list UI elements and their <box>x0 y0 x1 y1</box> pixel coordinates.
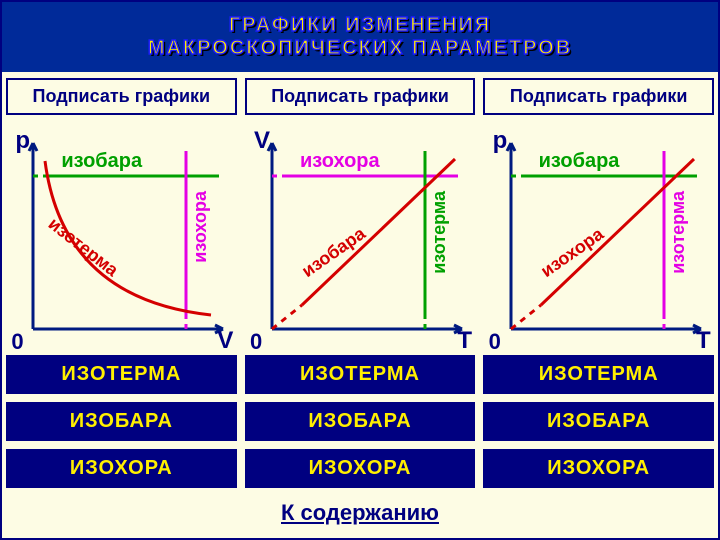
title-line-2: МАКРОСКОПИЧЕСКИХ ПАРАМЕТРОВ <box>148 37 572 60</box>
legend-isotherm-1[interactable]: ИЗОТЕРМА <box>6 355 237 394</box>
y-axis-label: V <box>254 127 270 155</box>
x-axis-label: V <box>217 327 233 355</box>
header-row: Подписать графики Подписать графики Подп… <box>2 72 718 121</box>
origin-label: 0 <box>11 329 23 355</box>
legend-isochor-3[interactable]: ИЗОХОРА <box>483 449 714 488</box>
legend-isotherm-3[interactable]: ИЗОТЕРМА <box>483 355 714 394</box>
origin-label: 0 <box>250 329 262 355</box>
x-axis-label: T <box>457 327 472 355</box>
legend-row-isobar: ИЗОБАРА ИЗОБАРА ИЗОБАРА <box>2 398 718 445</box>
header-button-3[interactable]: Подписать графики <box>483 78 714 115</box>
charts-row: pV0изобараизохораизотерма VT0изохораизот… <box>2 131 718 351</box>
chart-2: VT0изохораизотермаизобара <box>250 131 470 351</box>
x-axis-label: T <box>696 327 711 355</box>
legend-row-isotherm: ИЗОТЕРМА ИЗОТЕРМА ИЗОТЕРМА <box>2 351 718 398</box>
header-button-2[interactable]: Подписать графики <box>245 78 476 115</box>
slide-root: ГРАФИКИ ИЗМЕНЕНИЯ МАКРОСКОПИЧЕСКИХ ПАРАМ… <box>0 0 720 540</box>
back-link[interactable]: К содержанию <box>2 500 718 526</box>
legend-isochor-1[interactable]: ИЗОХОРА <box>6 449 237 488</box>
flat-curve-label: изобара <box>539 150 620 173</box>
y-axis-label: p <box>493 127 508 155</box>
vert-curve-label: изохора <box>190 191 211 263</box>
flat-curve-label: изобара <box>61 150 142 173</box>
legend-isobar-1[interactable]: ИЗОБАРА <box>6 402 237 441</box>
legend-isotherm-2[interactable]: ИЗОТЕРМА <box>245 355 476 394</box>
vert-curve-label: изотерма <box>429 191 450 274</box>
title-line-1: ГРАФИКИ ИЗМЕНЕНИЯ <box>229 14 491 37</box>
header-button-1[interactable]: Подписать графики <box>6 78 237 115</box>
origin-label: 0 <box>489 329 501 355</box>
vert-curve-label: изотерма <box>668 191 689 274</box>
title-band: ГРАФИКИ ИЗМЕНЕНИЯ МАКРОСКОПИЧЕСКИХ ПАРАМ… <box>2 2 718 72</box>
y-axis-label: p <box>15 127 30 155</box>
chart-3: pT0изобараизотермаизохора <box>489 131 709 351</box>
legend-isochor-2[interactable]: ИЗОХОРА <box>245 449 476 488</box>
legend-row-isochor: ИЗОХОРА ИЗОХОРА ИЗОХОРА <box>2 445 718 492</box>
chart-1: pV0изобараизохораизотерма <box>11 131 231 351</box>
legend-isobar-3[interactable]: ИЗОБАРА <box>483 402 714 441</box>
flat-curve-label: изохора <box>300 150 380 173</box>
legend-isobar-2[interactable]: ИЗОБАРА <box>245 402 476 441</box>
